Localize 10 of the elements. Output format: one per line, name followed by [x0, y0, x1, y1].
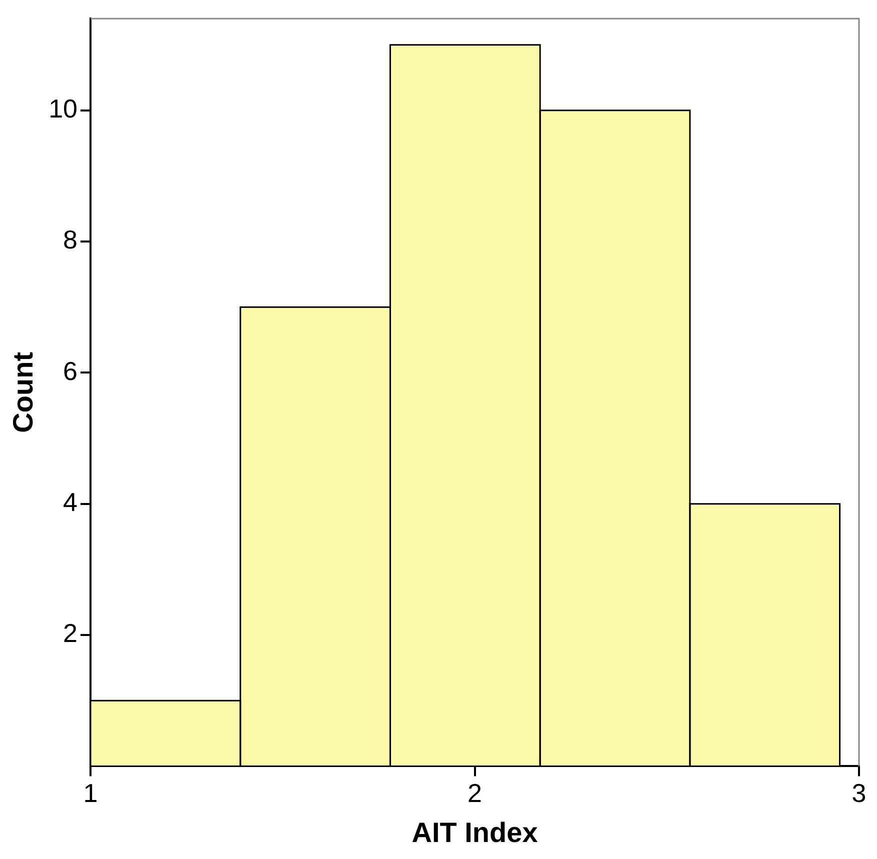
- x-tick-label: 2: [468, 778, 482, 808]
- y-tick-label: 2: [63, 618, 78, 648]
- x-tick-label: 1: [83, 778, 98, 808]
- y-tick-label: 4: [63, 487, 78, 518]
- y-tick-label: 8: [63, 224, 78, 255]
- y-tick-label: 6: [63, 356, 78, 386]
- y-axis-title: Count: [8, 352, 39, 433]
- y-tick-label: 10: [48, 94, 78, 124]
- x-tick-label: 3: [852, 778, 866, 808]
- x-axis-title: AIT Index: [412, 816, 538, 848]
